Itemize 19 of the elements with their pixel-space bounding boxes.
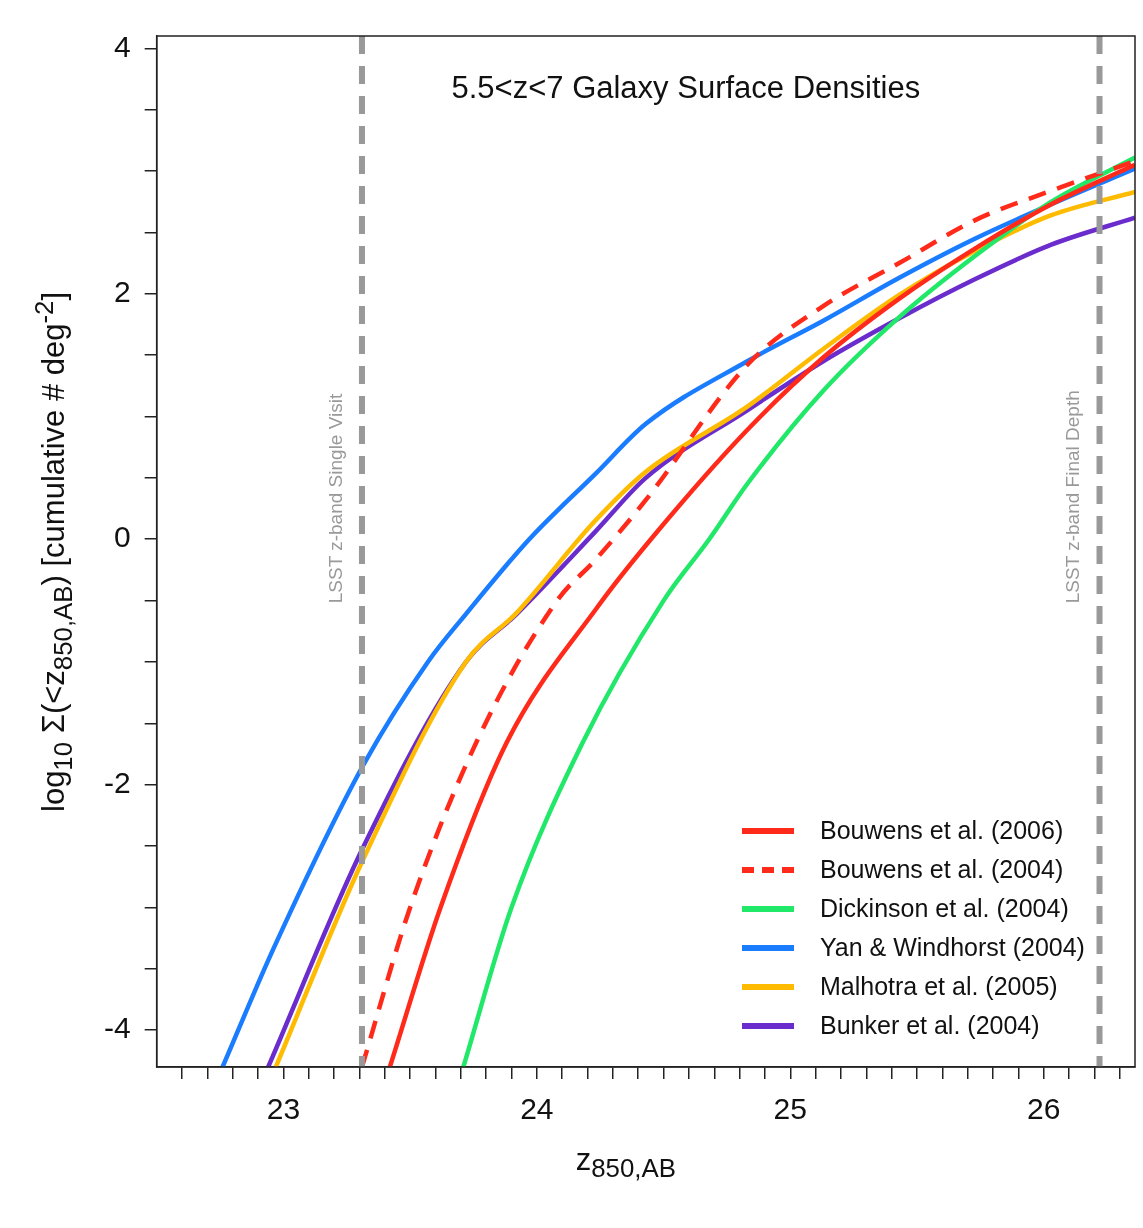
legend-label: Bunker et al. (2004) (820, 1011, 1040, 1040)
legend-label: Bouwens et al. (2006) (820, 816, 1064, 845)
legend-label: Bouwens et al. (2004) (820, 855, 1064, 884)
legend-label: Malhotra et al. (2005) (820, 972, 1058, 1001)
text: 5.5<z<7 Galaxy Surface Densities (451, 70, 921, 106)
y-tick-label: 0 (113, 520, 131, 554)
x-tick-label: 26 (1027, 1092, 1061, 1126)
y-tick-label: -4 (103, 1011, 131, 1045)
legend-label: Dickinson et al. (2004) (820, 894, 1069, 923)
x-tick-label: 24 (520, 1092, 554, 1126)
x-axis-title: z$_{850,AB}$ (575, 1142, 676, 1184)
y-tick-label: 4 (113, 29, 131, 63)
legend-label: Yan & Windhorst (2004) (820, 933, 1085, 962)
x-tick-label: 25 (773, 1092, 807, 1126)
y-tick-label: -2 (103, 765, 131, 799)
ref-line-label: LSST z-band Final Depth (1062, 390, 1084, 604)
ref-line-label: LSST z-band Single Visit (324, 393, 346, 604)
x-tick-label: 23 (266, 1092, 301, 1126)
y-tick-label: 2 (113, 275, 131, 309)
